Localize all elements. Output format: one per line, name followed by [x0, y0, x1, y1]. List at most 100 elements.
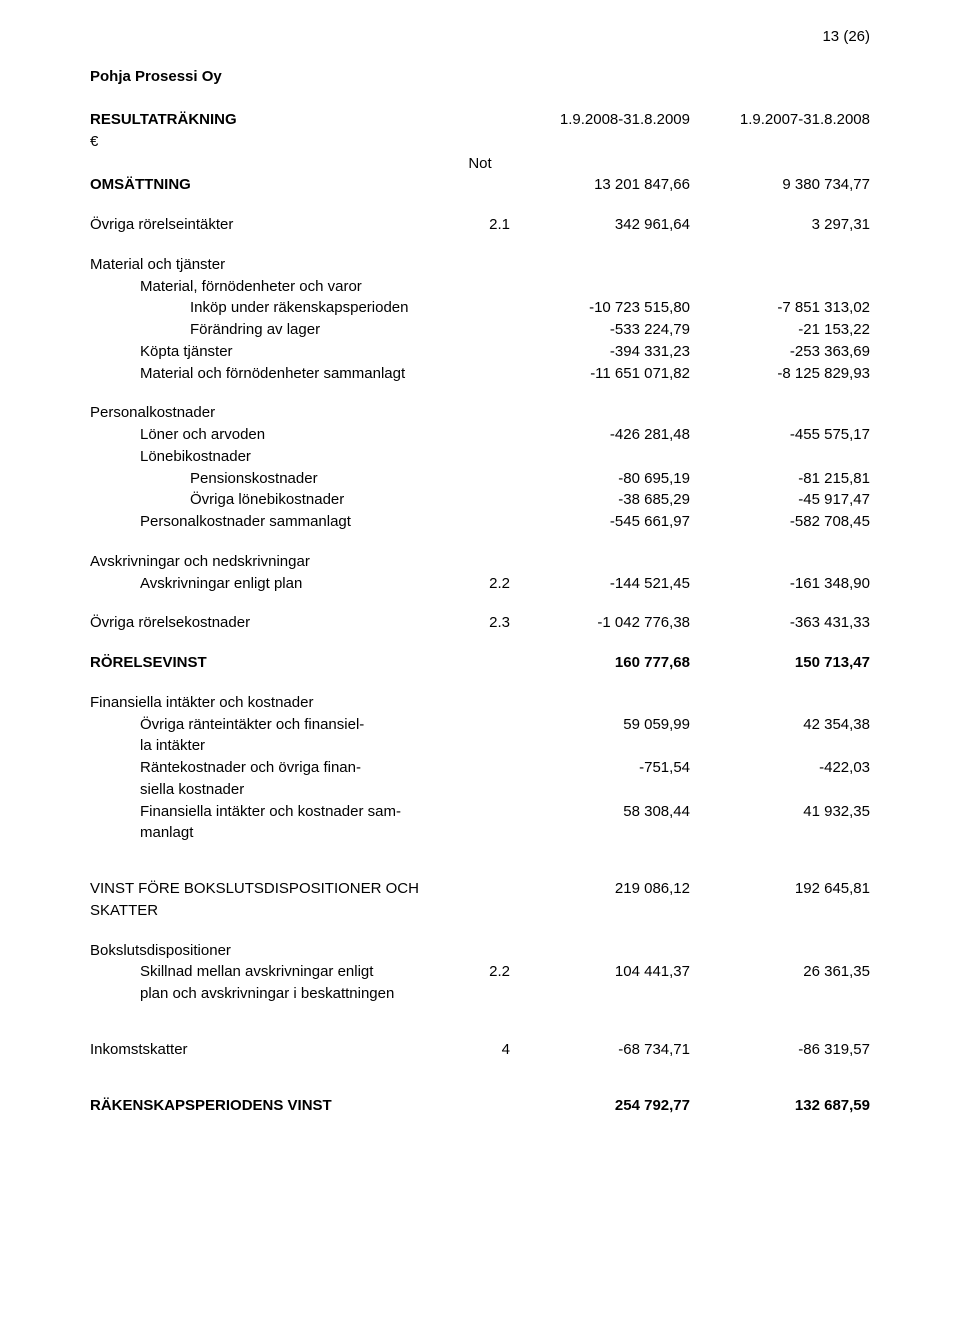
value-1: -751,54	[510, 757, 690, 779]
value-2: -45 917,47	[690, 489, 870, 511]
label: Lönebikostnader	[90, 446, 450, 468]
value-1: -545 661,97	[510, 511, 690, 533]
income-statement-table: RESULTATRÄKNING 1.9.2008-31.8.2009 1.9.2…	[90, 109, 870, 1116]
note-header: Not	[450, 153, 510, 175]
note: 2.3	[450, 612, 510, 634]
value-2: -81 215,81	[690, 468, 870, 490]
row-personal-sum: Personalkostnader sammanlagt -545 661,97…	[90, 511, 870, 533]
label: Övriga rörelsekostnader	[90, 612, 450, 634]
row-ranteintakter-1: Övriga ränteintäkter och finansiel- 59 0…	[90, 714, 870, 736]
row-inkomstskatter: Inkomstskatter 4 -68 734,71 -86 319,57	[90, 1039, 870, 1061]
row-fin-sum-1: Finansiella intäkter och kostnader sam- …	[90, 801, 870, 823]
label: Inkomstskatter	[90, 1039, 450, 1061]
title-row: RESULTATRÄKNING 1.9.2008-31.8.2009 1.9.2…	[90, 109, 870, 131]
row-material-header: Material och tjänster	[90, 254, 870, 276]
value-2: -8 125 829,93	[690, 363, 870, 385]
value-1: -38 685,29	[510, 489, 690, 511]
note-header-row: Not	[90, 153, 870, 175]
value-2: 42 354,38	[690, 714, 870, 736]
value-1: -68 734,71	[510, 1039, 690, 1061]
value-2: -253 363,69	[690, 341, 870, 363]
page: 13 (26) Pohja Prosessi Oy RESULTATRÄKNIN…	[0, 0, 960, 1337]
row-pension: Pensionskostnader -80 695,19 -81 215,81	[90, 468, 870, 490]
value-2: 192 645,81	[690, 878, 870, 900]
value-2: -7 851 313,02	[690, 297, 870, 319]
value-1: 219 086,12	[510, 878, 690, 900]
value-2: -363 431,33	[690, 612, 870, 634]
row-ranteintakter-2: la intäkter	[90, 735, 870, 757]
label: Personalkostnader sammanlagt	[90, 511, 450, 533]
label: Räntekostnader och övriga finan-	[90, 757, 450, 779]
label: Finansiella intäkter och kostnader	[90, 692, 450, 714]
row-skillnad-2: plan och avskrivningar i beskattningen	[90, 983, 870, 1005]
value-1: 342 961,64	[510, 214, 690, 236]
value-1: -10 723 515,80	[510, 297, 690, 319]
row-skillnad-1: Skillnad mellan avskrivningar enligt 2.2…	[90, 961, 870, 983]
label: OMSÄTTNING	[90, 174, 450, 196]
value-1: -1 042 776,38	[510, 612, 690, 634]
value-2: 41 932,35	[690, 801, 870, 823]
row-vinst-fore-2: SKATTER	[90, 900, 870, 922]
value-1: 58 308,44	[510, 801, 690, 823]
value-2: -161 348,90	[690, 573, 870, 595]
row-fin-header: Finansiella intäkter och kostnader	[90, 692, 870, 714]
value-1: -394 331,23	[510, 341, 690, 363]
label: Material och förnödenheter sammanlagt	[90, 363, 450, 385]
label: Personalkostnader	[90, 402, 450, 424]
value-1: -426 281,48	[510, 424, 690, 446]
value-1: 59 059,99	[510, 714, 690, 736]
currency-symbol: €	[90, 131, 450, 153]
label: Pensionskostnader	[90, 468, 450, 490]
value-1: -80 695,19	[510, 468, 690, 490]
row-ovriga-lonebi: Övriga lönebikostnader -38 685,29 -45 91…	[90, 489, 870, 511]
label: plan och avskrivningar i beskattningen	[90, 983, 450, 1005]
row-ovriga-intakter: Övriga rörelseintäkter 2.1 342 961,64 3 …	[90, 214, 870, 236]
company-name: Pohja Prosessi Oy	[90, 68, 870, 85]
note: 2.2	[450, 961, 510, 983]
label: RÖRELSEVINST	[90, 652, 450, 674]
label: Övriga ränteintäkter och finansiel-	[90, 714, 450, 736]
row-lonebi-header: Lönebikostnader	[90, 446, 870, 468]
value-2: 26 361,35	[690, 961, 870, 983]
value-1: -11 651 071,82	[510, 363, 690, 385]
row-boksl-header: Bokslutsdispositioner	[90, 940, 870, 962]
value-2: -422,03	[690, 757, 870, 779]
label: Material och tjänster	[90, 254, 450, 276]
row-rantekost-1: Räntekostnader och övriga finan- -751,54…	[90, 757, 870, 779]
label: Material, förnödenheter och varor	[90, 276, 450, 298]
row-kopta: Köpta tjänster -394 331,23 -253 363,69	[90, 341, 870, 363]
row-forandring: Förändring av lager -533 224,79 -21 153,…	[90, 319, 870, 341]
label: siella kostnader	[90, 779, 450, 801]
period-1: 1.9.2008-31.8.2009	[510, 109, 690, 131]
value-2: -86 319,57	[690, 1039, 870, 1061]
value-1: 104 441,37	[510, 961, 690, 983]
row-omsattning: OMSÄTTNING 13 201 847,66 9 380 734,77	[90, 174, 870, 196]
value-2: -455 575,17	[690, 424, 870, 446]
note: 2.2	[450, 573, 510, 595]
label: Övriga rörelseintäkter	[90, 214, 450, 236]
label: VINST FÖRE BOKSLUTSDISPOSITIONER OCH	[90, 878, 450, 900]
row-material-forn-header: Material, förnödenheter och varor	[90, 276, 870, 298]
label: Bokslutsdispositioner	[90, 940, 450, 962]
row-personal-header: Personalkostnader	[90, 402, 870, 424]
row-fin-sum-2: manlagt	[90, 822, 870, 844]
label: Löner och arvoden	[90, 424, 450, 446]
row-vinst-fore-1: VINST FÖRE BOKSLUTSDISPOSITIONER OCH 219…	[90, 878, 870, 900]
value-1: 13 201 847,66	[510, 174, 690, 196]
period-2: 1.9.2007-31.8.2008	[690, 109, 870, 131]
row-rakenskap-vinst: RÄKENSKAPSPERIODENS VINST 254 792,77 132…	[90, 1095, 870, 1117]
label: Övriga lönebikostnader	[90, 489, 450, 511]
label: Köpta tjänster	[90, 341, 450, 363]
row-avskr-header: Avskrivningar och nedskrivningar	[90, 551, 870, 573]
currency-row: €	[90, 131, 870, 153]
value-2: -21 153,22	[690, 319, 870, 341]
page-number: 13 (26)	[822, 28, 870, 45]
row-material-sum: Material och förnödenheter sammanlagt -1…	[90, 363, 870, 385]
label: RÄKENSKAPSPERIODENS VINST	[90, 1095, 450, 1117]
report-title: RESULTATRÄKNING	[90, 109, 450, 131]
value-1: 160 777,68	[510, 652, 690, 674]
label: Finansiella intäkter och kostnader sam-	[90, 801, 450, 823]
value-2: -582 708,45	[690, 511, 870, 533]
row-inkop: Inköp under räkenskapsperioden -10 723 5…	[90, 297, 870, 319]
value-1: -144 521,45	[510, 573, 690, 595]
